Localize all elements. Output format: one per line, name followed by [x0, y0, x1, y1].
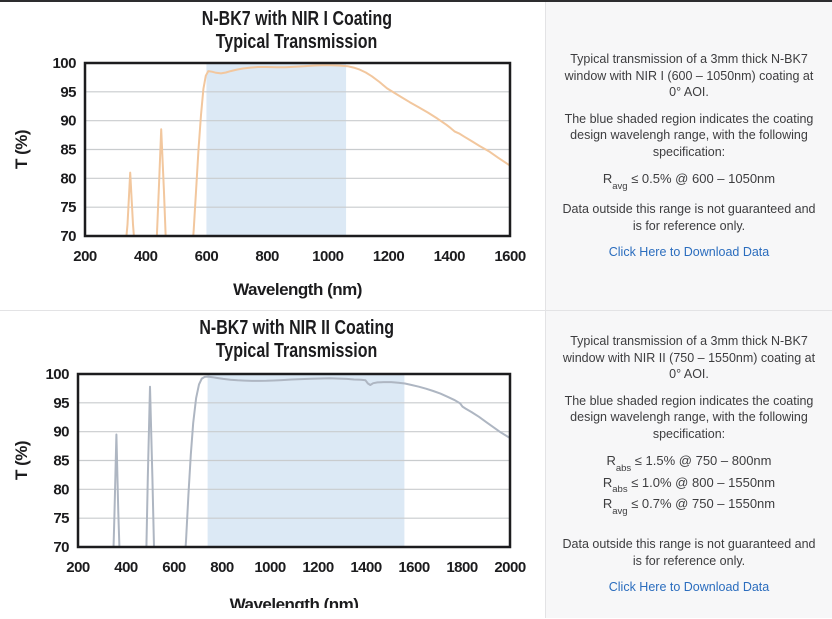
svg-text:1400: 1400 [434, 248, 466, 265]
nir1-chart-area: N-BK7 with NIR I Coating Typical Transmi… [0, 2, 545, 310]
svg-text:200: 200 [73, 248, 97, 265]
svg-text:1600: 1600 [494, 248, 526, 265]
svg-text:400: 400 [134, 248, 158, 265]
nir1-disclaimer: Data outside this range is not guarantee… [562, 202, 816, 233]
svg-text:800: 800 [210, 559, 234, 576]
svg-text:1800: 1800 [446, 559, 478, 576]
svg-text:T (%): T (%) [12, 441, 31, 480]
nir1-transmission-chart: 70 75 80 85 90 95 100 200 400 600 800 1000 1200 1400 1… [12, 55, 526, 299]
svg-text:90: 90 [60, 113, 76, 130]
svg-text:600: 600 [162, 559, 186, 576]
svg-text:75: 75 [53, 510, 69, 527]
svg-text:100: 100 [45, 366, 69, 383]
svg-text:70: 70 [53, 539, 69, 556]
svg-text:600: 600 [195, 248, 219, 265]
nir2-download-data-link[interactable]: Click Here to Download Data [608, 580, 770, 595]
nir2-description: Typical transmission of a 3mm thick N-BK… [562, 334, 816, 382]
svg-text:80: 80 [53, 481, 69, 498]
svg-text:1000: 1000 [312, 248, 344, 265]
svg-text:90: 90 [53, 424, 69, 441]
spec-line: Ravg ≤ 0.5% @ 600 – 1050nm [602, 171, 776, 192]
nir2-section: N-BK7 with NIR II Coating Typical Transm… [0, 311, 832, 618]
nir1-download-data-link[interactable]: Click Here to Download Data [608, 245, 770, 260]
svg-text:80: 80 [60, 170, 76, 187]
nir1-chart-title: N-BK7 with NIR I Coating Typical Transmi… [0, 2, 545, 54]
nir2-chart-area: N-BK7 with NIR II Coating Typical Transm… [0, 311, 545, 618]
svg-text:200: 200 [66, 559, 90, 576]
svg-text:85: 85 [53, 453, 69, 470]
nir1-section: N-BK7 with NIR I Coating Typical Transmi… [0, 2, 832, 311]
svg-text:85: 85 [60, 142, 76, 159]
chart-title-line1: N-BK7 with NIR II Coating [199, 317, 394, 339]
nir1-spec-list: Ravg ≤ 0.5% @ 600 – 1050nm [602, 170, 776, 192]
svg-text:Wavelength (nm): Wavelength (nm) [230, 595, 359, 608]
chart-title-line2: Typical Transmission [215, 31, 378, 53]
svg-text:1200: 1200 [373, 248, 405, 265]
svg-text:400: 400 [114, 559, 138, 576]
chart-title-line1: N-BK7 with NIR I Coating [201, 8, 392, 30]
nir1-info-panel: Typical transmission of a 3mm thick N-BK… [545, 2, 832, 310]
svg-text:1600: 1600 [398, 559, 430, 576]
svg-text:1000: 1000 [254, 559, 286, 576]
spec-line: Rabs ≤ 1.5% @ 750 – 800nm [606, 453, 772, 474]
svg-text:T (%): T (%) [12, 130, 31, 169]
nir1-description: Typical transmission of a 3mm thick N-BK… [564, 52, 814, 100]
svg-text:70: 70 [60, 228, 76, 245]
svg-text:75: 75 [60, 199, 76, 216]
svg-text:2000: 2000 [494, 559, 526, 576]
svg-text:1400: 1400 [350, 559, 382, 576]
svg-text:800: 800 [255, 248, 279, 265]
svg-text:1200: 1200 [302, 559, 334, 576]
svg-text:100: 100 [52, 55, 76, 72]
spec-line: Rabs ≤ 1.0% @ 800 – 1550nm [602, 474, 776, 496]
nir2-info-panel: Typical transmission of a 3mm thick N-BK… [545, 311, 832, 618]
nir2-transmission-chart: 70 75 80 85 90 95 100 200 400 600 800 1000 1200 1400 1… [12, 366, 526, 608]
spec-line: Ravg ≤ 0.7% @ 750 – 1550nm [602, 495, 776, 517]
nir1-shaded-region-note: The blue shaded region indicates the coa… [564, 111, 814, 159]
svg-text:95: 95 [60, 84, 76, 101]
chart-title-line2: Typical Transmission [215, 340, 378, 362]
svg-text:95: 95 [53, 395, 69, 412]
nir2-shaded-region-note: The blue shaded region indicates the coa… [564, 393, 814, 441]
nir2-chart-title: N-BK7 with NIR II Coating Typical Transm… [0, 311, 545, 363]
nir2-disclaimer: Data outside this range is not guarantee… [562, 537, 816, 568]
svg-text:Wavelength (nm): Wavelength (nm) [233, 280, 362, 299]
nir2-spec-list: Rabs ≤ 1.5% @ 750 – 800nm Rabs ≤ 1.0% @ 8… [603, 452, 775, 516]
